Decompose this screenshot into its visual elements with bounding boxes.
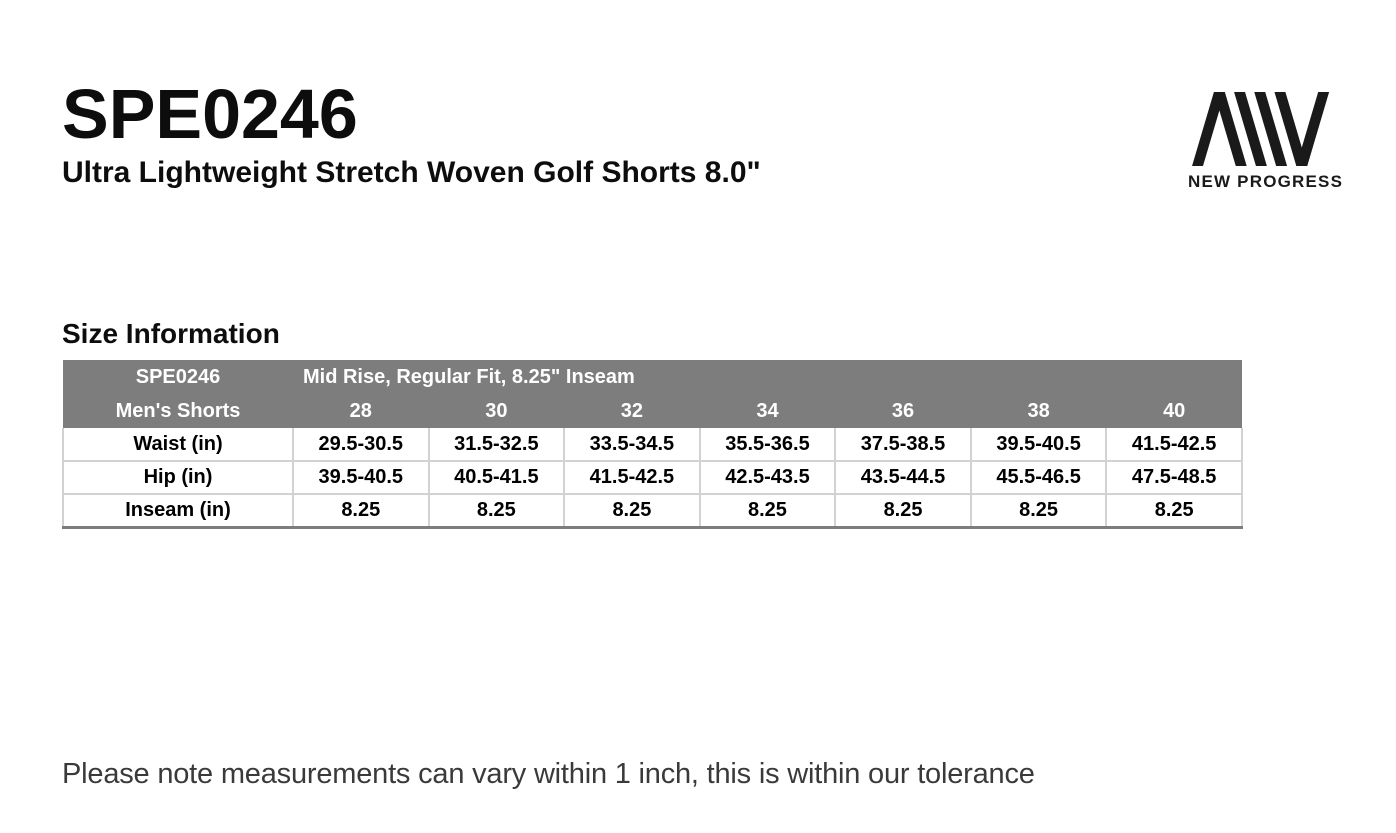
- brand-name: NEW PROGRESS: [1188, 172, 1344, 191]
- row-label: Waist (in): [62, 428, 294, 462]
- header-category-cell: Men's Shorts: [63, 394, 293, 428]
- title-block: SPE0246 Ultra Lightweight Stretch Woven …: [62, 75, 761, 189]
- measurement-cell: 8.25: [563, 493, 701, 529]
- product-code: SPE0246: [62, 75, 358, 153]
- measurement-cell: 8.25: [969, 493, 1108, 529]
- measurement-cell: 43.5-44.5: [834, 460, 972, 495]
- header-product-code-cell: SPE0246: [63, 360, 293, 394]
- measurement-cell: 45.5-46.5: [969, 460, 1108, 495]
- table-row-waist: Waist (in) 29.5-30.5 31.5-32.5 33.5-34.5…: [62, 428, 1243, 462]
- measurement-cell: 33.5-34.5: [563, 428, 701, 462]
- size-column-header: 40: [1106, 394, 1242, 428]
- size-column-header: 34: [699, 394, 836, 428]
- size-column-header: 32: [564, 394, 700, 428]
- measurement-cell: 35.5-36.5: [698, 428, 837, 462]
- size-column-header: 38: [970, 394, 1107, 428]
- table-row-inseam: Inseam (in) 8.25 8.25 8.25 8.25 8.25 8.2…: [62, 493, 1243, 529]
- measurement-cell: 29.5-30.5: [292, 428, 430, 462]
- measurement-cell: 8.25: [834, 493, 972, 529]
- tolerance-note: Please note measurements can vary within…: [62, 758, 1035, 790]
- measurement-cell: 31.5-32.5: [427, 428, 566, 462]
- measurement-cell: 39.5-40.5: [292, 460, 430, 495]
- product-name: Ultra Lightweight Stretch Woven Golf Sho…: [62, 155, 761, 189]
- aw-monogram-icon: [1192, 92, 1330, 166]
- measurement-cell: 8.25: [292, 493, 430, 529]
- measurement-cell: 47.5-48.5: [1105, 460, 1243, 495]
- measurement-cell: 42.5-43.5: [698, 460, 837, 495]
- measurement-cell: 8.25: [427, 493, 566, 529]
- measurement-cell: 41.5-42.5: [563, 460, 701, 495]
- header-fit-description-cell: Mid Rise, Regular Fit, 8.25" Inseam: [293, 360, 1242, 394]
- size-chart-table: SPE0246 Mid Rise, Regular Fit, 8.25" Ins…: [62, 360, 1243, 529]
- measurement-cell: 41.5-42.5: [1105, 428, 1243, 462]
- size-column-header: 36: [835, 394, 971, 428]
- table-header-row-2: Men's Shorts 28 30 32 34 36 38 40: [63, 394, 1242, 428]
- size-column-header: 30: [428, 394, 565, 428]
- table-header-row-1: SPE0246 Mid Rise, Regular Fit, 8.25" Ins…: [63, 360, 1242, 394]
- brand-logo: NEW PROGRESS: [1188, 92, 1344, 192]
- size-information-heading: Size Information: [62, 318, 280, 349]
- row-label: Inseam (in): [62, 493, 294, 529]
- row-label: Hip (in): [62, 460, 294, 495]
- measurement-cell: 8.25: [1105, 493, 1243, 529]
- measurement-cell: 37.5-38.5: [834, 428, 972, 462]
- size-column-header: 28: [293, 394, 429, 428]
- measurement-cell: 8.25: [698, 493, 837, 529]
- measurement-cell: 40.5-41.5: [427, 460, 566, 495]
- table-row-hip: Hip (in) 39.5-40.5 40.5-41.5 41.5-42.5 4…: [62, 460, 1243, 495]
- measurement-cell: 39.5-40.5: [969, 428, 1108, 462]
